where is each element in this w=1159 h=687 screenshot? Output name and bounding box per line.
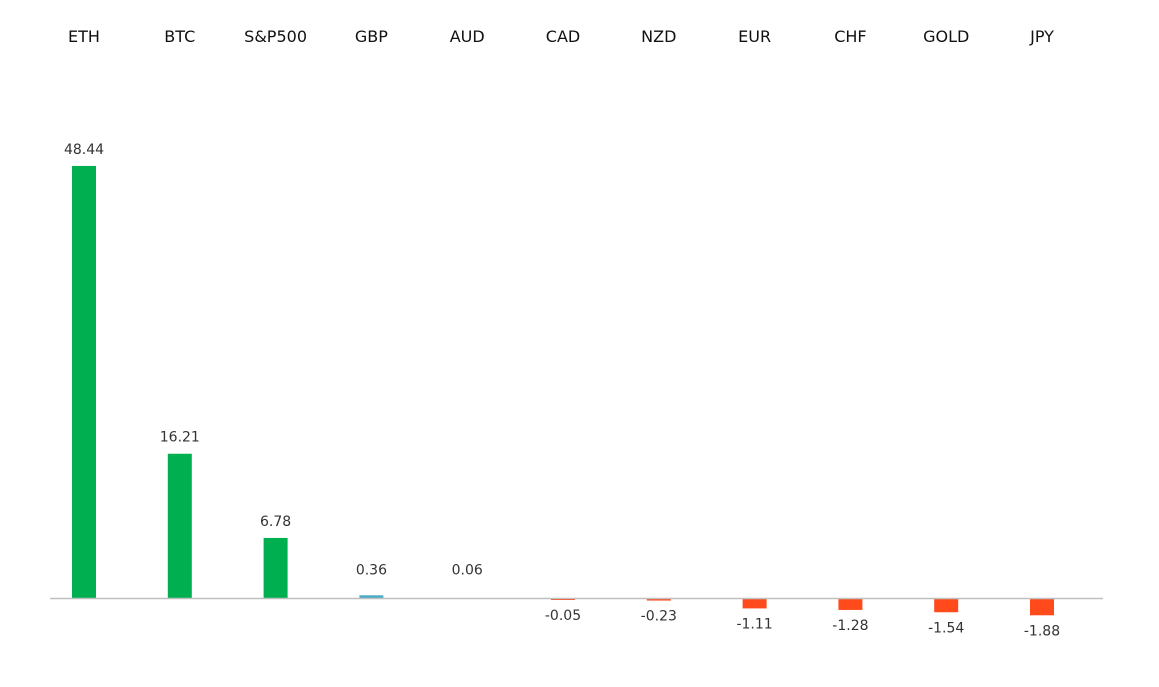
- bar-sandp500: [263, 537, 288, 599]
- category-labels: ETH BTC S&P500 GBP AUD CAD NZD EUR CHF GOLD JPY: [68, 27, 1054, 46]
- value-label-eur: -1.11: [736, 616, 772, 632]
- value-label-cad: -0.05: [545, 608, 581, 624]
- category-label-btc: BTC: [164, 27, 195, 46]
- value-label-eth: 48.44: [64, 142, 104, 158]
- value-label-nzd: -0.23: [641, 609, 677, 625]
- bar-gold: [934, 598, 959, 613]
- bars-group: [72, 165, 1054, 616]
- category-label-nzd: NZD: [641, 27, 676, 46]
- bar-chf: [838, 598, 863, 610]
- bar-nzd: [646, 598, 671, 601]
- category-label-eur: EUR: [738, 27, 771, 46]
- category-label-chf: CHF: [834, 27, 866, 46]
- bar-jpy: [1030, 598, 1054, 616]
- bar-eur: [742, 598, 767, 609]
- category-label-sandp500: S&P500: [244, 27, 307, 46]
- bar-eth: [72, 165, 96, 599]
- category-label-aud: AUD: [450, 27, 485, 46]
- category-label-jpy: JPY: [1029, 27, 1054, 46]
- value-label-chf: -1.28: [832, 618, 868, 634]
- value-label-gold: -1.54: [928, 620, 964, 636]
- category-label-gbp: GBP: [355, 27, 388, 46]
- value-label-jpy: -1.88: [1024, 623, 1060, 639]
- bar-gbp: [359, 595, 384, 599]
- value-label-gbp: 0.36: [356, 563, 387, 579]
- value-label-aud: 0.06: [452, 563, 483, 579]
- bar-btc: [167, 453, 192, 599]
- category-label-eth: ETH: [68, 27, 100, 46]
- value-label-sandp500: 6.78: [260, 514, 291, 530]
- category-label-gold: GOLD: [923, 27, 969, 46]
- category-label-cad: CAD: [546, 27, 580, 46]
- value-label-btc: 16.21: [160, 430, 200, 446]
- value-labels: 48.44 16.21 6.78 0.36 0.06 -0.05 -0.23 -1.11 -1.…: [64, 142, 1060, 639]
